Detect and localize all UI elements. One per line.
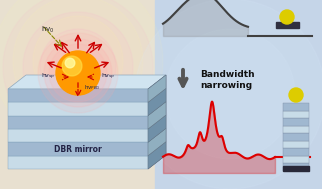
Bar [283, 133, 309, 141]
Bar [8, 89, 148, 102]
Bar [155, 0, 322, 189]
Bar [283, 103, 309, 111]
Bar [0, 0, 160, 189]
Bar [8, 116, 148, 129]
Circle shape [23, 12, 133, 122]
Circle shape [13, 0, 143, 126]
Polygon shape [148, 128, 166, 156]
Circle shape [289, 88, 303, 102]
Ellipse shape [57, 73, 99, 83]
Polygon shape [148, 115, 166, 142]
Circle shape [38, 33, 118, 113]
Text: DBR mirror: DBR mirror [54, 145, 102, 153]
Bar [8, 142, 148, 156]
Bar [283, 126, 309, 133]
Text: hv$_{PBG}$: hv$_{PBG}$ [84, 84, 100, 92]
Circle shape [165, 29, 295, 159]
Polygon shape [148, 75, 166, 102]
Circle shape [33, 16, 123, 106]
Bar [283, 148, 309, 156]
Circle shape [49, 44, 107, 102]
Polygon shape [148, 142, 166, 169]
Circle shape [3, 0, 153, 142]
Circle shape [135, 0, 322, 189]
Circle shape [0, 0, 163, 146]
Bar [8, 156, 148, 169]
Bar [283, 163, 309, 171]
Polygon shape [148, 102, 166, 129]
Circle shape [62, 56, 82, 76]
Bar [8, 102, 148, 116]
Bar [283, 166, 309, 171]
Bar [283, 156, 309, 163]
Polygon shape [8, 75, 166, 89]
Text: hv$_{sp}$: hv$_{sp}$ [101, 72, 115, 82]
Circle shape [56, 51, 100, 95]
Text: hv$_{sp}$: hv$_{sp}$ [41, 72, 55, 82]
Circle shape [44, 39, 112, 107]
Polygon shape [148, 88, 166, 116]
Bar [276, 22, 299, 28]
Bar [8, 129, 148, 142]
Circle shape [280, 10, 294, 24]
Bar [283, 118, 309, 126]
Bar [283, 111, 309, 118]
Circle shape [40, 29, 116, 105]
Text: Bandwidth
narrowing: Bandwidth narrowing [200, 70, 255, 90]
Polygon shape [148, 75, 166, 169]
Bar [283, 141, 309, 148]
Text: hv$_0$: hv$_0$ [41, 25, 55, 35]
Circle shape [65, 58, 75, 68]
